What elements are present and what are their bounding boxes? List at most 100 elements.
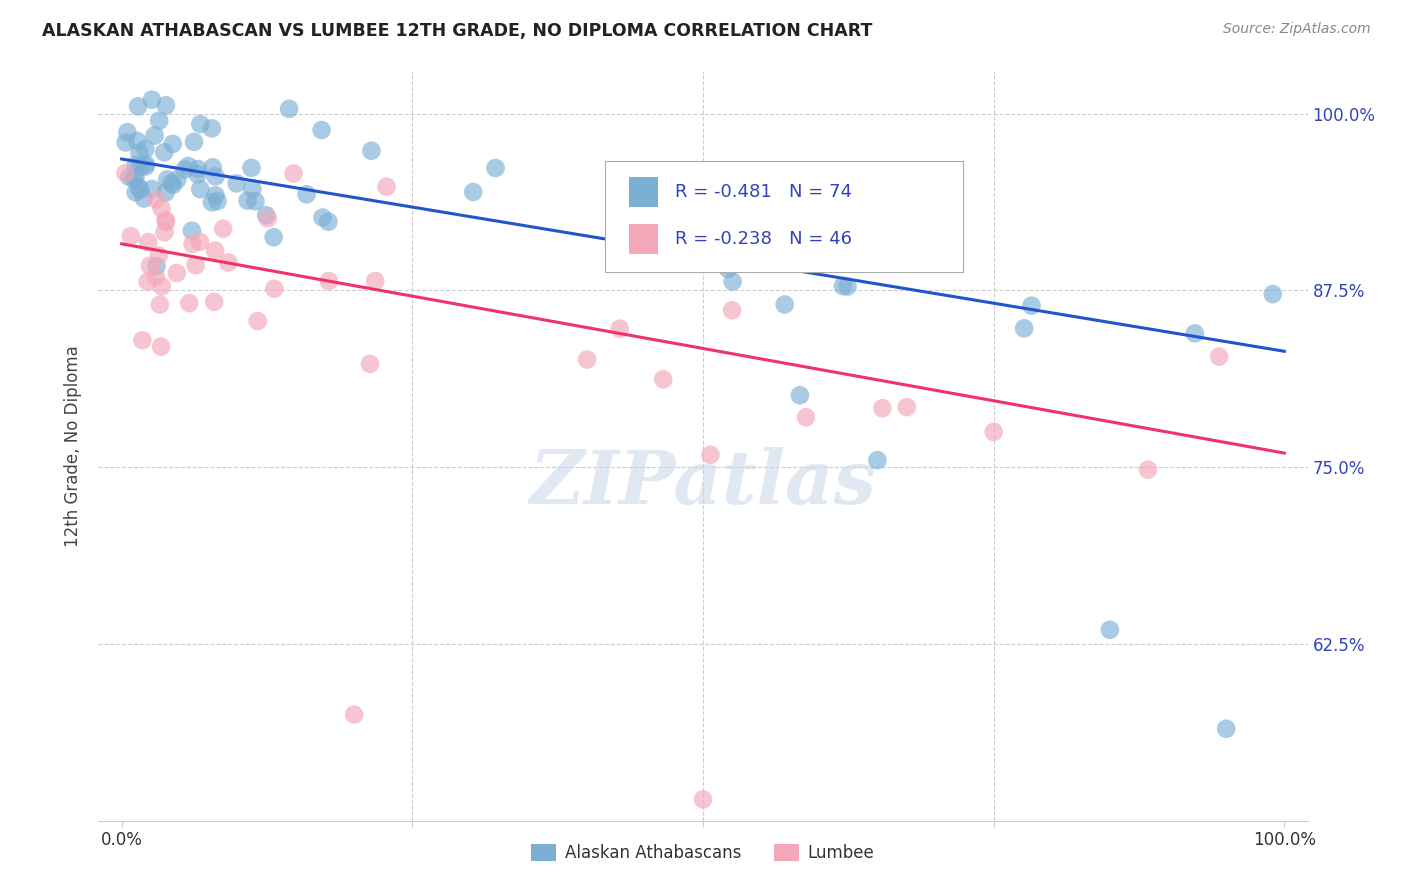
Point (124, 186, 146, 200)
Point (188, 182, 211, 196)
Point (484, 161, 506, 175)
Point (225, 177, 247, 191)
Point (153, 225, 176, 239)
Point (201, 121, 224, 136)
Text: R = -0.481   N = 74: R = -0.481 N = 74 (675, 183, 852, 201)
Point (156, 172, 179, 186)
Point (127, 99, 149, 113)
Point (136, 235, 159, 249)
Point (837, 279, 859, 293)
Point (177, 159, 200, 173)
Point (1021, 299, 1043, 313)
Point (145, 192, 167, 206)
Point (773, 297, 796, 311)
Point (114, 136, 136, 150)
Point (127, 134, 149, 148)
Point (872, 401, 894, 416)
Legend: Alaskan Athabascans, Lumbee: Alaskan Athabascans, Lumbee (524, 837, 882, 869)
Point (245, 194, 267, 209)
Point (263, 282, 285, 296)
Point (278, 102, 301, 116)
Point (246, 314, 269, 328)
Point (692, 792, 714, 806)
Point (173, 162, 195, 177)
Point (135, 157, 157, 171)
Point (217, 255, 239, 269)
Point (896, 400, 918, 414)
Point (166, 172, 188, 186)
Point (343, 707, 366, 722)
Point (128, 145, 150, 160)
Text: R = -0.238   N = 46: R = -0.238 N = 46 (675, 230, 852, 248)
Point (1215, 722, 1237, 736)
Point (463, 185, 485, 199)
Point (162, 178, 184, 192)
Point (155, 215, 177, 229)
Point (153, 145, 176, 160)
Point (692, 247, 714, 261)
Point (1184, 326, 1206, 341)
Point (283, 166, 305, 180)
Point (150, 279, 173, 293)
Point (721, 275, 744, 289)
Point (122, 171, 145, 186)
Point (155, 186, 177, 200)
Point (160, 176, 183, 190)
Point (204, 169, 226, 184)
Point (190, 117, 212, 131)
Point (150, 340, 173, 354)
Point (135, 160, 157, 174)
Point (202, 294, 225, 309)
Point (132, 192, 155, 206)
Point (145, 269, 167, 284)
Point (150, 202, 173, 216)
Point (360, 144, 382, 158)
Point (118, 169, 141, 184)
Text: Source: ZipAtlas.com: Source: ZipAtlas.com (1223, 22, 1371, 37)
Point (256, 211, 278, 226)
Point (295, 187, 318, 202)
Point (846, 205, 869, 219)
Point (128, 160, 150, 174)
Point (134, 142, 156, 156)
Point (983, 425, 1005, 439)
Point (180, 224, 202, 238)
Point (311, 211, 333, 225)
Y-axis label: 12th Grade, No Diploma: 12th Grade, No Diploma (65, 345, 83, 547)
Point (204, 188, 226, 202)
Text: ZIPatlas: ZIPatlas (530, 447, 876, 520)
Point (149, 298, 172, 312)
Point (179, 296, 201, 310)
Point (1098, 623, 1121, 637)
Point (204, 244, 226, 258)
Point (136, 275, 159, 289)
Point (162, 136, 184, 151)
Point (183, 135, 205, 149)
Point (120, 229, 142, 244)
Point (187, 167, 209, 181)
Point (652, 372, 675, 386)
Point (318, 215, 340, 229)
FancyBboxPatch shape (628, 224, 658, 253)
Point (359, 357, 381, 371)
Point (1136, 463, 1159, 477)
Point (201, 195, 224, 210)
Point (364, 274, 387, 288)
Point (141, 93, 163, 107)
Point (188, 235, 211, 249)
Point (131, 333, 153, 347)
Point (576, 352, 599, 367)
Point (721, 303, 744, 318)
Point (187, 161, 209, 176)
Point (831, 279, 853, 293)
Point (240, 182, 263, 196)
Point (125, 158, 148, 172)
Point (1208, 350, 1230, 364)
Point (240, 161, 263, 175)
Point (609, 322, 631, 336)
Point (263, 230, 285, 244)
Point (318, 274, 340, 288)
Point (128, 180, 150, 194)
Text: ALASKAN ATHABASCAN VS LUMBEE 12TH GRADE, NO DIPLOMA CORRELATION CHART: ALASKAN ATHABASCAN VS LUMBEE 12TH GRADE,… (42, 22, 873, 40)
Point (129, 182, 152, 196)
